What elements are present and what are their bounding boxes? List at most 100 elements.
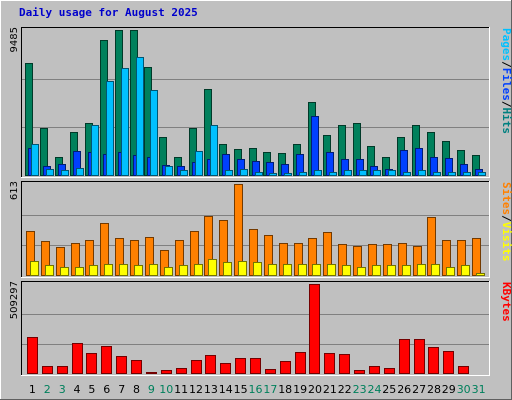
bar-sites-day-21 [327,264,336,276]
x-tick-label: 24 [368,383,382,396]
x-tick-label: 27 [412,383,426,396]
bar-kbytes-day-20 [309,284,320,374]
bar-kbytes-day-29 [443,351,454,374]
legend-entry: Hits [500,108,512,135]
bar-sites-day-26 [402,265,411,276]
bar-kbytes-day-27 [414,339,425,374]
bar-pages-day-2 [46,169,54,176]
bar-kbytes-day-22 [339,354,350,374]
bar-sites-day-5 [89,265,98,276]
x-tick-label: 12 [189,383,203,396]
bar-sites-day-1 [30,261,39,276]
bar-pages-day-25 [388,170,396,176]
bar-pages-day-18 [284,173,292,176]
legend-entry: / [500,215,512,222]
bar-pages-day-30 [463,172,471,176]
x-tick-label: 26 [397,383,411,396]
x-tick-label: 19 [293,383,307,396]
bar-pages-day-29 [448,172,456,176]
legend-entry: / [500,101,512,108]
bar-sites-day-31 [476,273,485,276]
legend-entry: Files [500,68,512,101]
y-max-label: 509297 [9,281,20,319]
x-tick-label: 30 [457,383,471,396]
x-tick-label: 4 [74,383,81,396]
bar-sites-day-18 [283,264,292,276]
bar-sites-day-24 [372,265,381,276]
bar-pages-day-22 [344,170,352,176]
bar-sites-day-14 [223,262,232,276]
bar-sites-day-27 [417,264,426,276]
bar-pages-day-1 [31,144,39,176]
series-pages [31,57,486,176]
bar-sites-day-23 [357,267,366,276]
x-tick-label: 10 [159,383,173,396]
bar-pages-day-31 [478,172,486,176]
y-max-label: 9485 [9,27,20,52]
bar-kbytes-day-3 [57,366,68,374]
bar-sites-day-16 [253,262,262,276]
bar-sites-day-19 [298,264,307,276]
bar-kbytes-day-21 [324,353,335,374]
bar-sites-day-9 [149,264,158,276]
bar-kbytes-day-15 [235,358,246,374]
bar-kbytes-day-4 [72,343,83,374]
x-tick-label: 5 [88,383,95,396]
bar-sites-day-28 [431,264,440,276]
bar-pages-day-3 [61,170,69,176]
x-tick-label: 31 [472,383,486,396]
bar-pages-day-10 [165,166,173,176]
bar-sites-day-7 [119,264,128,276]
legend-entry: Visits [500,222,512,262]
x-tick-label: 21 [323,383,337,396]
bar-pages-day-9 [150,90,158,176]
bar-sites-day-22 [342,265,351,276]
bar-pages-day-12 [195,151,203,176]
bar-pages-day-27 [418,170,426,176]
bar-kbytes-day-9 [146,372,157,374]
x-tick-label: 7 [118,383,125,396]
legend-entry: Pages [500,28,512,61]
x-tick-label: 23 [353,383,367,396]
x-tick-label: 22 [338,383,352,396]
bar-pages-day-4 [76,168,84,176]
series-kbytes [27,284,469,374]
bar-sites-day-2 [45,265,54,276]
legend-entry: / [500,61,512,68]
legend-entry: Sites [500,182,512,215]
x-tick-label: 6 [103,383,110,396]
bar-kbytes-day-19 [295,352,306,374]
bar-kbytes-day-26 [399,339,410,374]
bar-pages-day-16 [255,172,263,176]
x-tick-label: 16 [249,383,263,396]
x-tick-label: 15 [234,383,248,396]
bar-kbytes-day-18 [280,361,291,374]
bar-kbytes-day-6 [101,346,112,374]
x-tick-label: 2 [44,383,51,396]
panel-kbytes: 509297 KBytes [9,281,512,376]
x-tick-label: 13 [204,383,218,396]
bar-sites-day-8 [134,265,143,276]
bar-pages-day-7 [121,68,129,176]
x-tick-labels: 1 2 3 4 5 6 7 8 9 10 11 12 13 14 15 16 17 18 19 20 21 22 23 24 2… [29,383,486,396]
chart-title: Daily usage for August 2025 [19,6,198,19]
bar-pages-day-13 [210,125,218,176]
bar-pages-day-24 [373,170,381,176]
y-max-label: 613 [9,181,20,200]
bar-pages-day-17 [269,173,277,176]
bar-kbytes-day-7 [116,356,127,374]
bar-kbytes-day-11 [176,368,187,374]
bar-sites-day-13 [208,259,217,276]
legend-visits: Sites/Visits [500,182,512,262]
x-tick-label: 20 [308,383,322,396]
bar-pages-day-6 [106,81,114,176]
bar-pages-day-23 [359,170,367,176]
bar-kbytes-day-13 [205,355,216,374]
bar-kbytes-day-10 [161,370,172,374]
bar-files-day-26 [400,150,408,176]
bar-sites-day-29 [446,267,455,276]
bar-kbytes-day-17 [265,369,276,374]
x-tick-label: 28 [427,383,441,396]
bar-kbytes-day-2 [42,366,53,374]
